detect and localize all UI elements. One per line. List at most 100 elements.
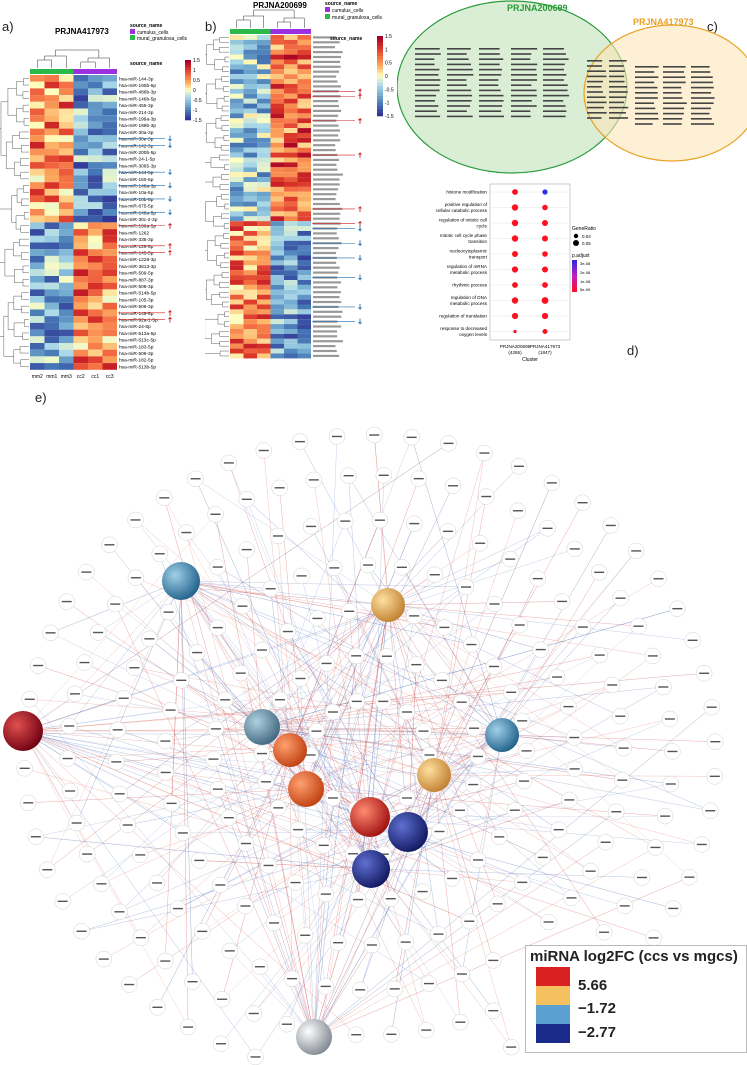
heatmap-cell <box>257 55 271 60</box>
heatmap-cell <box>284 45 298 50</box>
venn-member-label <box>511 95 537 97</box>
venn-member-label <box>609 76 624 78</box>
heatmap-row-label: hsa-miR-148a-3p <box>119 184 156 190</box>
dendrogram-branch <box>23 333 29 340</box>
heatmap-cell <box>271 40 285 45</box>
gene-node-label <box>33 665 43 666</box>
venn-member-label <box>663 87 681 89</box>
venn-member-label <box>447 100 472 102</box>
down-arrow-icon <box>359 226 362 231</box>
heatmap-row-label: hsa-miR-129-5p <box>119 244 154 250</box>
heatmap-cell <box>284 231 298 236</box>
dotplot-term-label: response to decreased <box>440 326 487 331</box>
heatmap-b-row-dendrogram <box>205 37 229 356</box>
heatmap-cell <box>230 221 244 226</box>
dendrogram-branch <box>211 158 225 168</box>
venn-member-label <box>415 95 436 97</box>
dendrogram-branch <box>205 192 220 354</box>
gene-node-label <box>601 842 611 843</box>
gene-node-label <box>264 865 274 866</box>
heatmap-cell <box>257 226 271 231</box>
gene-node-label <box>216 1043 226 1044</box>
gene-node-label <box>208 758 218 759</box>
gene-node-label <box>65 790 75 791</box>
heatmap-cell <box>59 296 74 303</box>
heatmap-cell <box>271 221 285 226</box>
heatmap-cell <box>284 241 298 246</box>
gene-node-label <box>348 853 358 854</box>
heatmap-cell <box>74 95 89 102</box>
color-scale-tick: 0.5 <box>193 78 200 84</box>
heatmap-cell <box>298 143 312 148</box>
venn-member-label <box>447 48 471 50</box>
heatmap-cell <box>284 260 298 265</box>
gene-node-label <box>115 793 125 794</box>
gene-node-label <box>607 684 617 685</box>
heatmap-cell <box>284 344 298 349</box>
venn-member-label <box>511 53 531 55</box>
gene-node-label <box>273 535 283 536</box>
heatmap-cell <box>230 305 244 310</box>
dendrogram-branch <box>224 253 229 258</box>
gene-node-label <box>595 654 605 655</box>
heatmap-cell <box>284 167 298 172</box>
heatmap-row-label: hsa-miR-92a-1-5p <box>119 318 158 324</box>
heatmap-cell <box>298 329 312 334</box>
venn-member-label <box>635 123 653 125</box>
heatmap-cell <box>30 356 45 363</box>
venn-member-label <box>511 74 537 76</box>
heatmap-cell <box>244 133 258 138</box>
heatmap-cell <box>257 305 271 310</box>
heatmap-cell <box>103 296 118 303</box>
dotplot-term-label: transport <box>469 254 488 259</box>
gene-node-label <box>104 544 114 545</box>
gene-node-label <box>344 611 354 612</box>
dendrogram-branch <box>14 296 22 309</box>
color-scale-step <box>377 66 383 70</box>
heatmap-row-label: hsa-miR-24-5p <box>119 324 151 330</box>
heatmap-cell <box>284 182 298 187</box>
heatmap-cell <box>298 35 312 40</box>
heatmap-cell <box>271 324 285 329</box>
heatmap-cell <box>45 142 60 149</box>
dotplot-point <box>542 205 548 211</box>
heatmap-cell <box>271 182 285 187</box>
gene-node-label <box>306 754 316 755</box>
heatmap-cell <box>88 115 103 122</box>
color-scale-step <box>377 53 383 57</box>
heatmap-row-label <box>313 296 340 298</box>
gene-node-label <box>448 485 458 486</box>
heatmap-cell <box>74 182 89 189</box>
up-arrow-icon <box>359 94 362 99</box>
venn-member-label <box>587 107 604 109</box>
heatmap-cell <box>257 192 271 197</box>
heatmap-cell <box>244 246 258 251</box>
dotplot-size-legend-tick-1: 0.04 <box>582 234 591 239</box>
heatmap-cell <box>88 283 103 290</box>
gene-node-label <box>173 908 183 909</box>
heatmap-cell <box>59 75 74 82</box>
gene-node-label <box>543 528 553 529</box>
dendrogram-branch <box>214 275 222 285</box>
heatmap-cell <box>271 202 285 207</box>
heatmap-cell <box>59 336 74 343</box>
dendrogram-branch <box>23 279 29 286</box>
dendrogram-branch <box>0 209 12 263</box>
heatmap-cell <box>284 339 298 344</box>
heatmap-cell <box>298 275 312 280</box>
dendrogram-branch <box>224 96 229 101</box>
gene-node-label <box>113 729 123 730</box>
heatmap-row-label: hsa-miR-3065-3p <box>119 163 156 169</box>
up-arrow-icon <box>169 224 172 229</box>
dendrogram-branch <box>224 165 229 170</box>
heatmap-cell <box>45 296 60 303</box>
heatmap-row-label <box>313 100 338 102</box>
dendrogram-branch <box>19 132 29 139</box>
heatmap-row-label <box>313 345 335 347</box>
heatmap-cell <box>45 176 60 183</box>
dotplot-point <box>542 282 548 288</box>
heatmap-cell <box>230 177 244 182</box>
gene-node-label <box>464 921 474 922</box>
heatmap-cell <box>298 182 312 187</box>
heatmap-cell <box>59 256 74 263</box>
